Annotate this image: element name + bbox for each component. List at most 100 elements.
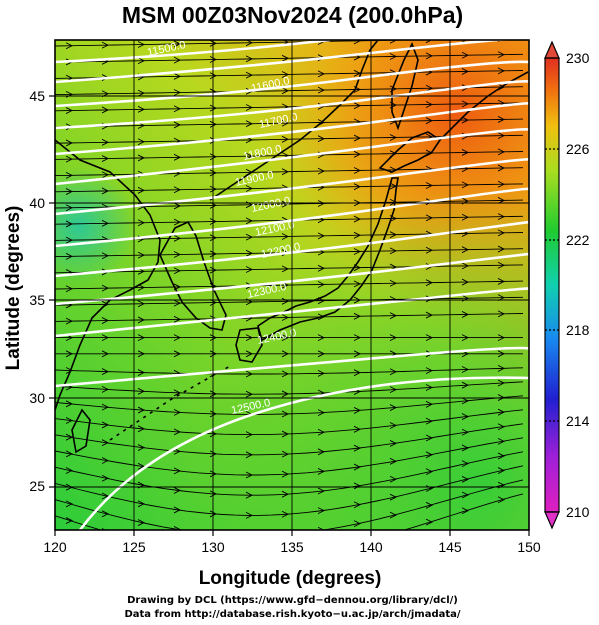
streamline-arrow <box>425 84 434 92</box>
streamline-arrow <box>173 89 182 96</box>
colorbar-tick-label: 226 <box>566 141 590 157</box>
streamline-arrow <box>389 231 398 239</box>
streamline <box>55 367 524 375</box>
streamline-arrow <box>389 368 398 376</box>
streamline-arrow <box>173 315 182 323</box>
streamline <box>55 409 524 436</box>
streamline-arrow <box>497 408 506 416</box>
streamline-arrow <box>425 434 434 442</box>
streamline-arrow <box>353 102 362 110</box>
streamline-arrow <box>245 451 254 459</box>
streamline-arrow <box>425 518 434 526</box>
streamline <box>55 451 524 496</box>
streamline-arrow <box>65 107 74 114</box>
streamline-arrow <box>461 40 468 43</box>
streamline-arrow <box>425 485 434 492</box>
streamline-arrow <box>101 510 110 518</box>
streamline-arrow <box>353 248 362 255</box>
streamline <box>55 437 524 476</box>
footer-credit-data: Data from http://database.rish.kyoto−u.a… <box>124 609 461 620</box>
streamline-arrow <box>317 507 326 515</box>
streamline-arrow <box>101 421 110 429</box>
streamline-arrow <box>497 452 506 460</box>
streamline-arrow <box>209 153 218 161</box>
streamline-arrow <box>461 397 470 405</box>
streamline-arrow <box>173 251 182 258</box>
streamline-arrow <box>389 475 398 483</box>
streamline-arrow <box>101 403 110 411</box>
x-axis-label: Longitude (degrees) <box>198 568 382 589</box>
coast-ryukyu <box>109 364 233 441</box>
streamline <box>55 493 524 530</box>
colorbar-tick-label: 210 <box>566 504 590 520</box>
coast-korea <box>159 220 227 331</box>
streamline-arrow <box>461 428 470 436</box>
streamline-arrow <box>497 310 506 318</box>
streamline-arrow <box>281 410 290 418</box>
streamline-arrow <box>389 134 398 141</box>
streamline-arrow <box>497 51 506 59</box>
streamline-arrow <box>461 278 470 286</box>
streamline-arrow <box>497 83 506 91</box>
streamline <box>55 102 524 112</box>
streamline <box>55 313 524 322</box>
streamline-arrow <box>389 279 398 287</box>
x-tick-label: 145 <box>438 539 462 555</box>
streamline-arrow <box>353 444 362 452</box>
streamline-arrow <box>281 334 290 342</box>
streamline-arrow <box>425 52 434 60</box>
streamline-arrow <box>353 501 362 509</box>
y-tick-label: 40 <box>29 195 45 211</box>
streamline <box>55 86 524 96</box>
streamline-arrow <box>461 149 470 156</box>
streamline-arrow <box>281 265 290 273</box>
streamline-arrow <box>497 364 506 372</box>
streamline-arrow <box>497 496 506 504</box>
streamline-arrow <box>137 334 146 342</box>
streamline-arrow <box>101 492 110 500</box>
streamline-arrow <box>317 334 326 342</box>
streamline-arrow <box>137 186 146 194</box>
colorbar: 230 226 222 218 214 210 <box>544 40 590 530</box>
streamline-arrow <box>318 547 324 553</box>
x-tick-label: 130 <box>201 539 225 555</box>
y-tick-label: 30 <box>29 390 45 406</box>
streamline-arrow <box>173 202 182 210</box>
streamline-arrow <box>497 467 506 474</box>
colorbar-body <box>544 57 560 513</box>
streamline-arrow <box>173 72 182 80</box>
streamline-arrow <box>389 422 398 429</box>
streamline-arrow <box>245 120 254 128</box>
streamline-arrow <box>246 533 252 539</box>
streamline-arrow <box>425 384 434 391</box>
streamline-arrow <box>245 185 254 192</box>
streamline-arrow <box>497 423 506 431</box>
x-tick-label: 135 <box>280 539 304 555</box>
streamline-arrow <box>245 471 254 479</box>
streamline <box>55 479 524 530</box>
streamline-arrow <box>173 447 182 455</box>
streamline-arrow <box>317 313 326 321</box>
streamline-arrow <box>173 218 182 226</box>
streamline-arrow <box>425 182 434 189</box>
streamline-arrow <box>209 350 218 358</box>
streamline-arrow <box>137 284 146 291</box>
colorbar-tick-label: 218 <box>566 322 590 338</box>
streamline-arrow <box>353 334 362 342</box>
streamline-arrow <box>317 264 326 272</box>
streamline-arrow <box>317 200 326 207</box>
streamline-arrow <box>209 234 218 242</box>
streamline <box>55 465 524 516</box>
streamline-arrow <box>317 448 326 456</box>
streamline-arrow <box>245 266 254 273</box>
streamline-arrow <box>65 42 74 50</box>
streamline <box>55 423 524 456</box>
streamline-arrow <box>389 404 398 411</box>
streamline-arrow <box>137 500 146 508</box>
streamline-arrow <box>425 101 434 108</box>
streamline-arrow <box>425 279 434 287</box>
streamline-arrow <box>173 40 182 48</box>
streamline-arrow <box>353 215 362 223</box>
streamline-arrow <box>317 232 326 240</box>
streamline-arrow <box>281 54 290 62</box>
